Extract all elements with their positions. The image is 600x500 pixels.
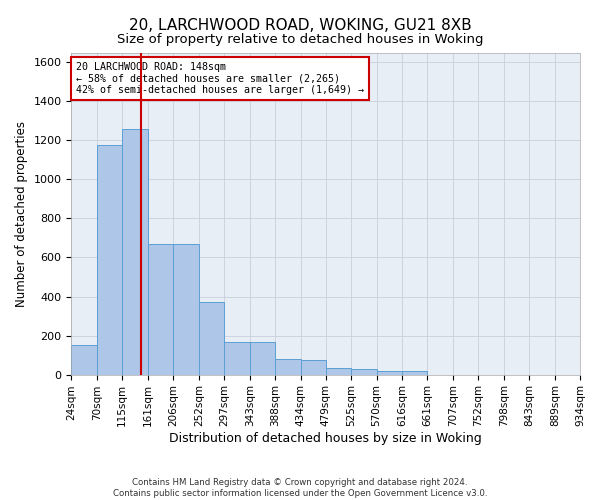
Bar — [275, 359, 301, 374]
Bar — [71, 346, 97, 374]
Y-axis label: Number of detached properties: Number of detached properties — [15, 120, 28, 306]
Bar — [173, 244, 199, 374]
Bar — [199, 302, 224, 374]
Bar — [352, 368, 377, 374]
Text: Contains HM Land Registry data © Crown copyright and database right 2024.
Contai: Contains HM Land Registry data © Crown c… — [113, 478, 487, 498]
Bar — [377, 370, 402, 374]
Text: 20, LARCHWOOD ROAD, WOKING, GU21 8XB: 20, LARCHWOOD ROAD, WOKING, GU21 8XB — [128, 18, 472, 32]
Bar — [250, 342, 275, 374]
Text: 20 LARCHWOOD ROAD: 148sqm
← 58% of detached houses are smaller (2,265)
42% of se: 20 LARCHWOOD ROAD: 148sqm ← 58% of detac… — [76, 62, 364, 96]
Bar — [301, 360, 326, 374]
Bar — [122, 128, 148, 374]
Bar — [97, 145, 122, 374]
Text: Size of property relative to detached houses in Woking: Size of property relative to detached ho… — [117, 32, 483, 46]
Bar — [402, 371, 427, 374]
X-axis label: Distribution of detached houses by size in Woking: Distribution of detached houses by size … — [169, 432, 482, 445]
Bar — [224, 342, 250, 374]
Bar — [326, 368, 352, 374]
Bar — [148, 244, 173, 374]
